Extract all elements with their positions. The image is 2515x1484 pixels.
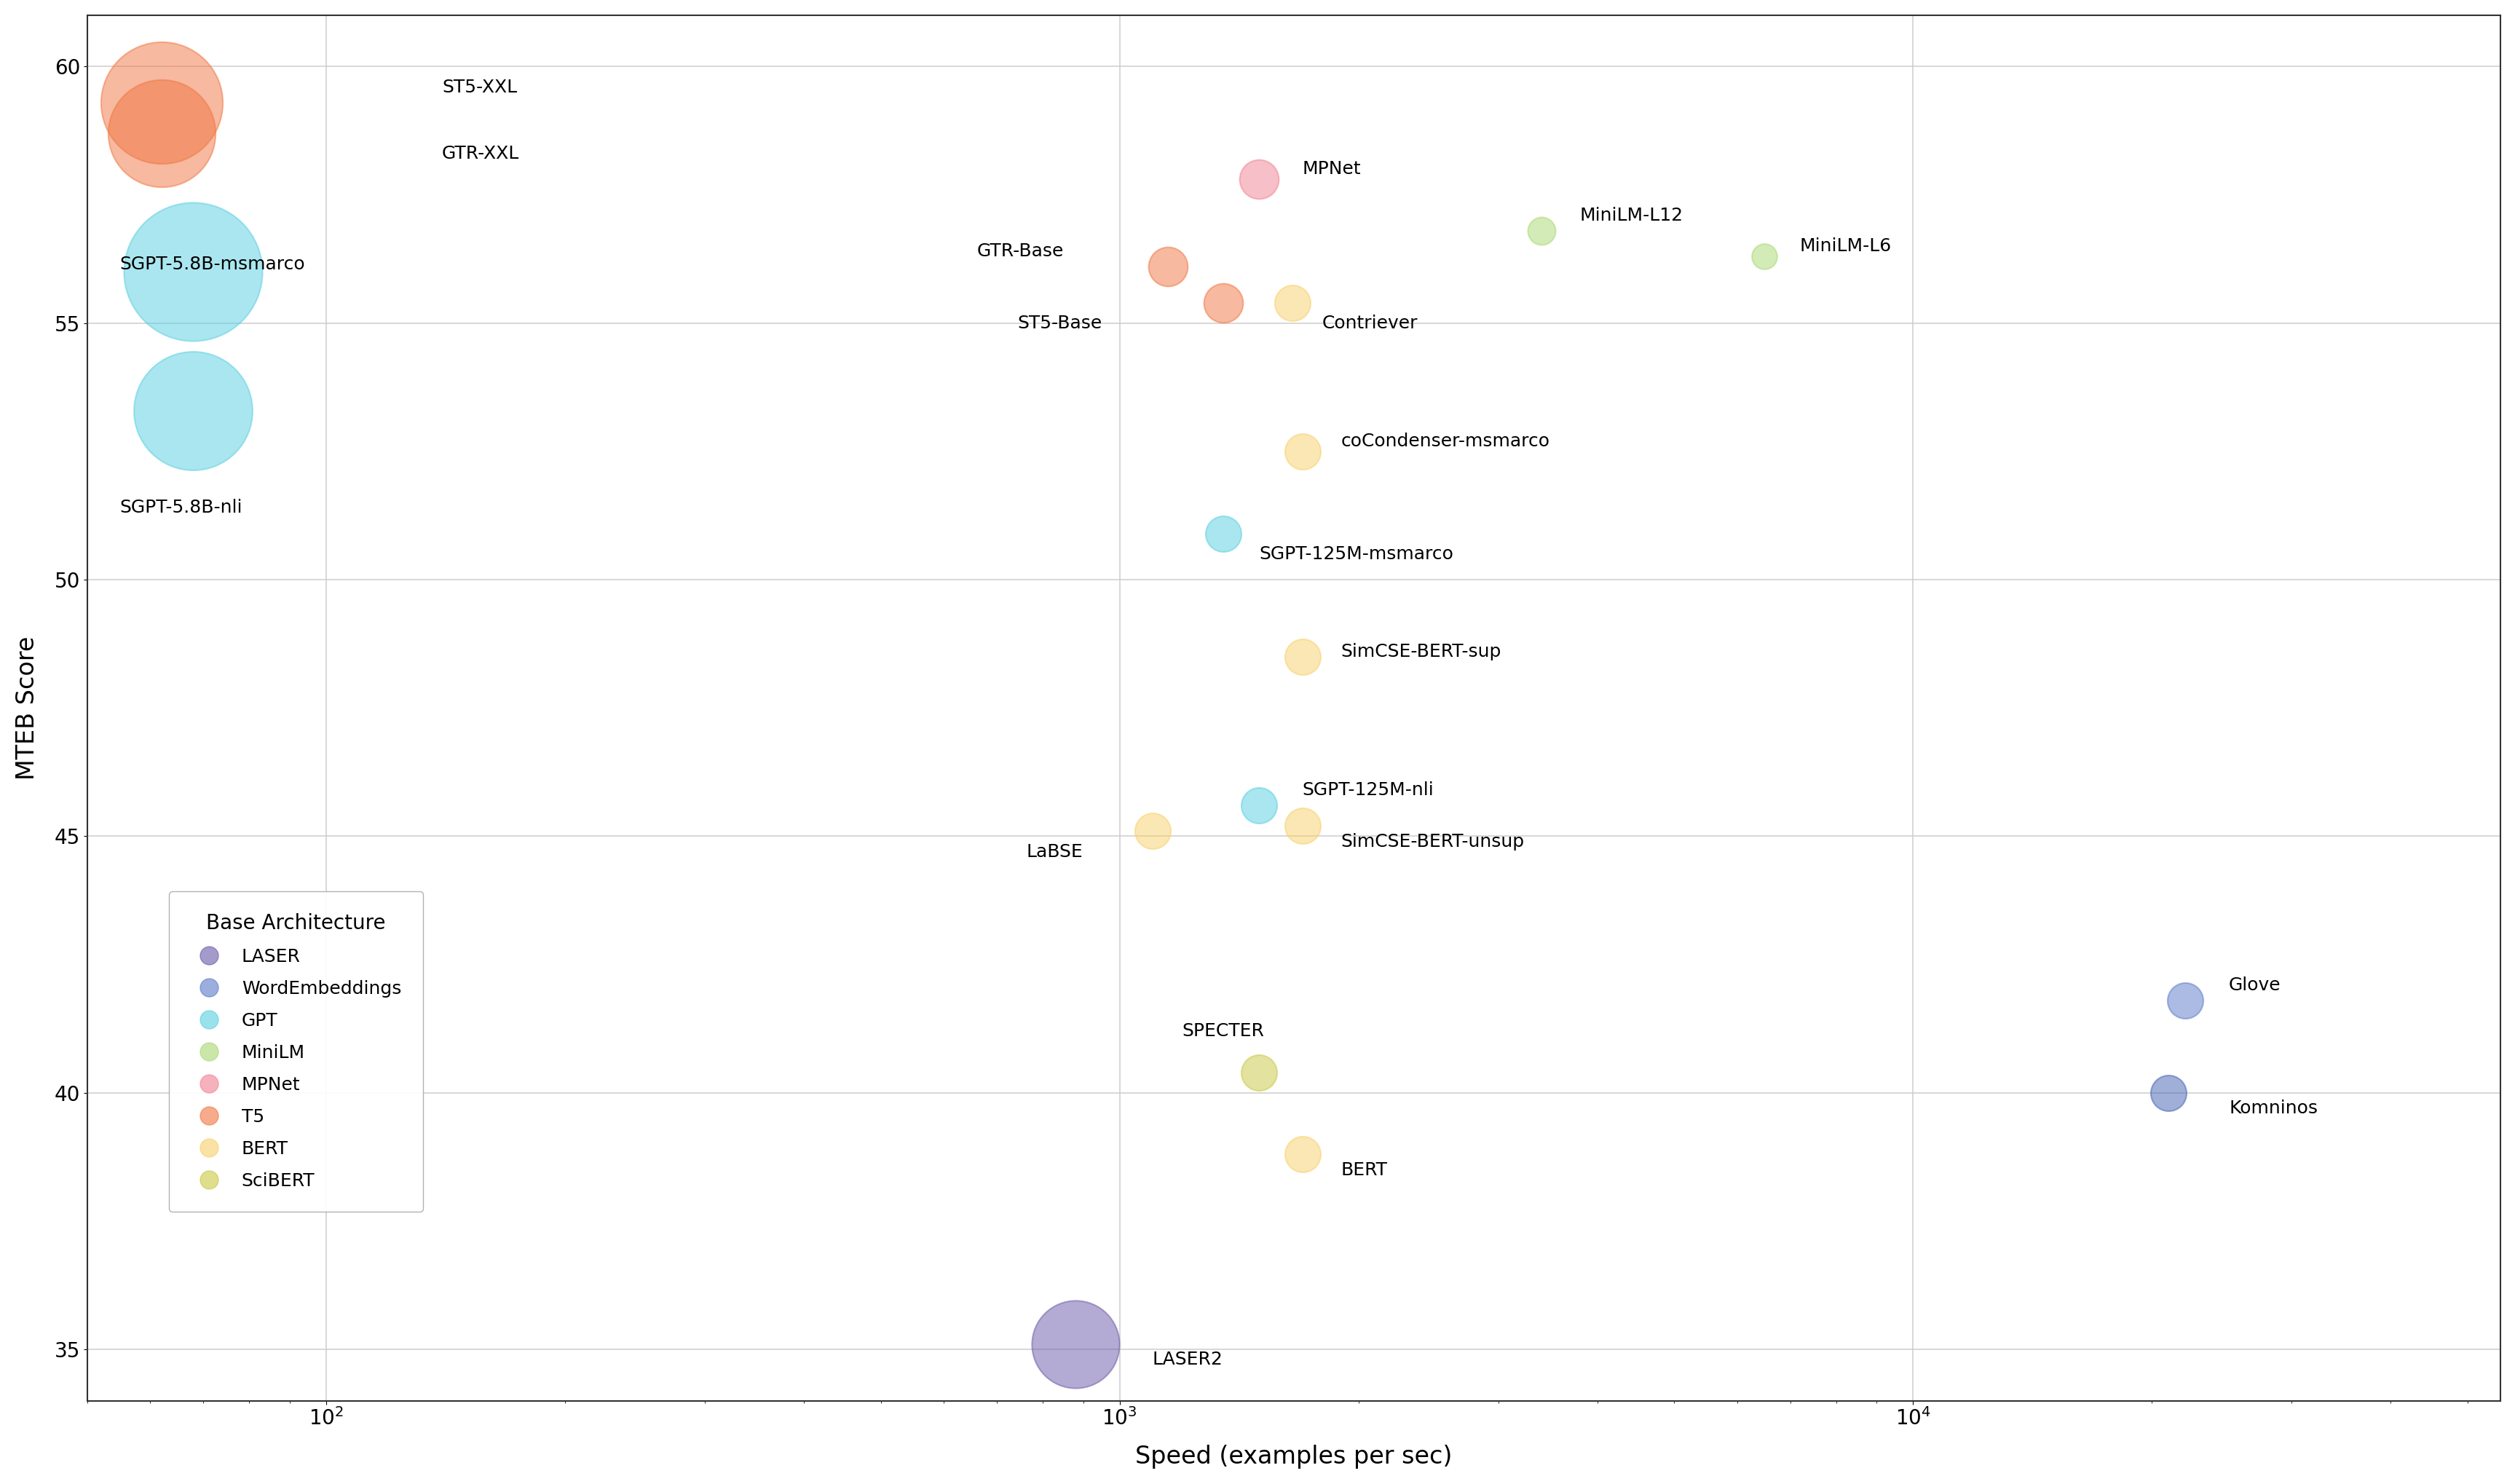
Text: GTR-Base: GTR-Base: [976, 242, 1064, 260]
Text: GTR-XXL: GTR-XXL: [443, 145, 518, 162]
Point: [1522, 218, 1562, 242]
Text: SimCSE-BERT-unsup: SimCSE-BERT-unsup: [1340, 833, 1524, 850]
Point: [174, 260, 214, 283]
Text: MiniLM-L12: MiniLM-L12: [1579, 206, 1683, 224]
Text: SGPT-5.8B-msmarco: SGPT-5.8B-msmarco: [121, 255, 304, 273]
Text: SimCSE-BERT-sup: SimCSE-BERT-sup: [1340, 643, 1501, 660]
Point: [1283, 1143, 1323, 1166]
Text: SGPT-125M-nli: SGPT-125M-nli: [1303, 782, 1434, 798]
Point: [141, 122, 181, 145]
Text: LaBSE: LaBSE: [1026, 843, 1084, 861]
Text: SGPT-5.8B-nli: SGPT-5.8B-nli: [121, 499, 241, 516]
Text: Contriever: Contriever: [1323, 315, 1418, 332]
Text: Glove: Glove: [2228, 976, 2281, 994]
X-axis label: Speed (examples per sec): Speed (examples per sec): [1134, 1445, 1451, 1469]
Text: SPECTER: SPECTER: [1182, 1022, 1265, 1040]
Point: [1240, 168, 1280, 191]
Point: [2148, 1080, 2188, 1104]
Text: MPNet: MPNet: [1303, 160, 1361, 178]
Text: Komninos: Komninos: [2228, 1100, 2316, 1117]
Point: [1273, 291, 1313, 315]
Y-axis label: MTEB Score: MTEB Score: [15, 637, 40, 779]
Text: SGPT-125M-msmarco: SGPT-125M-msmarco: [1260, 545, 1454, 562]
Point: [1056, 1333, 1097, 1356]
Point: [1202, 521, 1242, 545]
Text: coCondenser-msmarco: coCondenser-msmarco: [1340, 432, 1549, 450]
Text: ST5-Base: ST5-Base: [1016, 315, 1102, 332]
Point: [141, 91, 181, 114]
Point: [1743, 245, 1783, 269]
Point: [1283, 815, 1323, 838]
Text: BERT: BERT: [1340, 1160, 1386, 1178]
Legend: LASER, WordEmbeddings, GPT, MiniLM, MPNet, T5, BERT, SciBERT: LASER, WordEmbeddings, GPT, MiniLM, MPNe…: [169, 892, 423, 1211]
Point: [1283, 439, 1323, 463]
Point: [2163, 988, 2203, 1012]
Text: LASER2: LASER2: [1152, 1350, 1222, 1368]
Text: ST5-XXL: ST5-XXL: [443, 79, 518, 96]
Point: [1283, 644, 1323, 668]
Text: MiniLM-L6: MiniLM-L6: [1798, 237, 1891, 255]
Point: [1240, 1061, 1280, 1085]
Point: [174, 398, 214, 421]
Point: [1202, 291, 1242, 315]
Point: [1240, 794, 1280, 818]
Point: [1147, 255, 1187, 279]
Point: [1132, 819, 1172, 843]
